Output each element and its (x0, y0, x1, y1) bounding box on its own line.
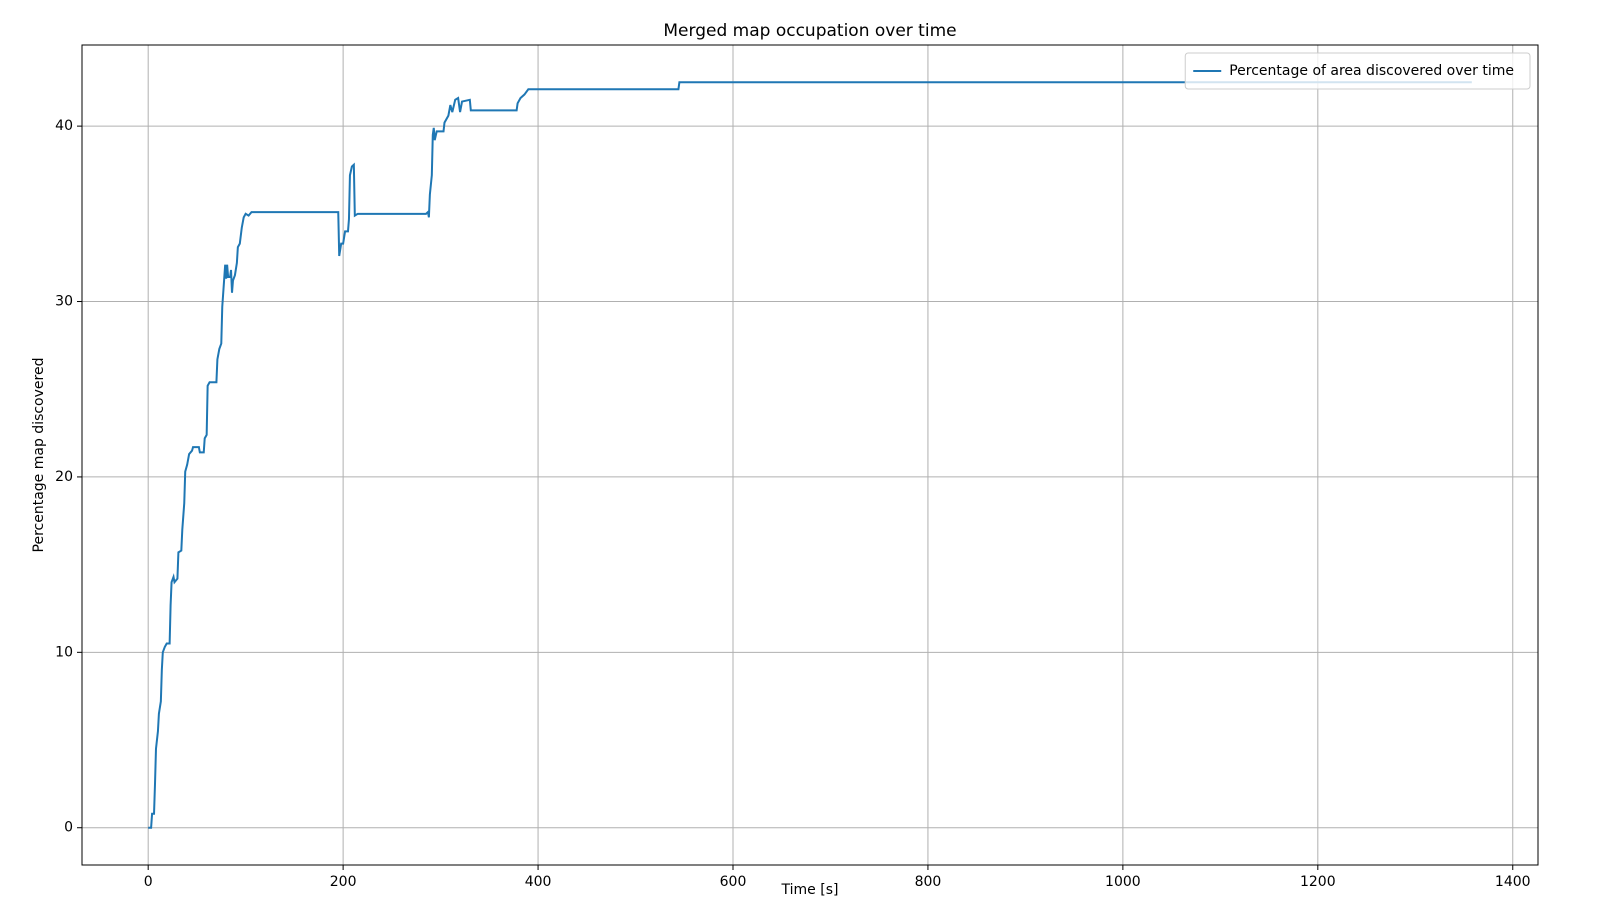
plot-frame (81, 44, 1539, 866)
x-tick-label: 1200 (1300, 874, 1336, 890)
y-tick-label: 20 (55, 469, 73, 485)
x-tick-label: 0 (144, 874, 153, 890)
legend: Percentage of area discovered over time (1184, 52, 1531, 90)
x-axis-label: Time [s] (781, 882, 839, 898)
x-tick-label: 1400 (1495, 874, 1531, 890)
y-tick-label: 40 (55, 118, 73, 134)
y-axis-label: Percentage map discovered (31, 358, 47, 553)
data-line (148, 81, 1472, 829)
legend-label: Percentage of area discovered over time (1229, 63, 1514, 79)
chart-title: Merged map occupation over time (663, 21, 956, 41)
x-tick-label: 600 (720, 874, 747, 890)
x-tick-label: 200 (330, 874, 357, 890)
x-tick-label: 800 (915, 874, 942, 890)
y-tick-label: 10 (55, 644, 73, 660)
x-tick-label: 400 (525, 874, 552, 890)
legend-box (1184, 52, 1531, 90)
y-tick-label: 30 (55, 294, 73, 310)
y-tick-label: 0 (64, 820, 73, 836)
x-tick-label: 1000 (1105, 874, 1141, 890)
